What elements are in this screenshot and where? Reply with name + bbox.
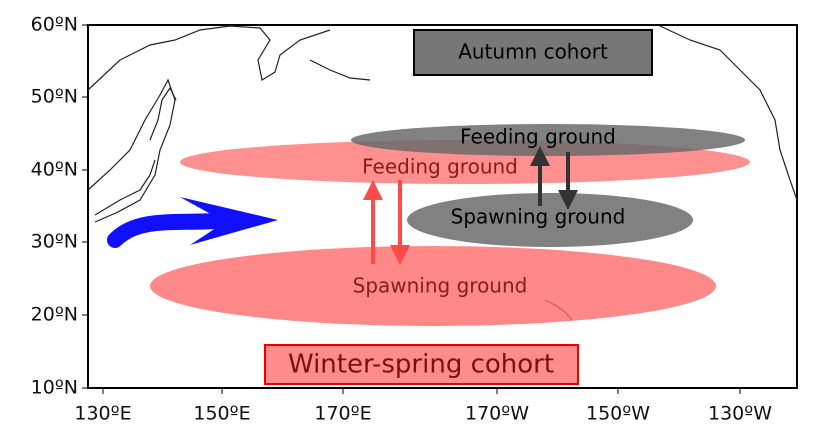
autumn-spawning-area xyxy=(407,193,693,247)
area-label: Feeding ground xyxy=(460,125,616,149)
legend-box xyxy=(264,344,579,385)
area-label: Spawning ground xyxy=(353,274,528,298)
legend-label: Winter-spring cohort xyxy=(288,350,554,380)
current-arrow xyxy=(107,212,238,248)
area-label: Feeding ground xyxy=(362,155,518,179)
autumn-feeding-area xyxy=(351,124,745,156)
axis-ticks: 60ºN 50ºN 40ºN 30ºN 20ºN 10ºN 130ºE 150ºE 170ºE 1… xyxy=(31,14,773,425)
x-tick-label: 130ºW xyxy=(708,403,772,425)
x-tick-label: 130ºE xyxy=(74,403,131,425)
current-arrow-head xyxy=(180,197,278,245)
x-tick-label: 170ºE xyxy=(314,403,371,425)
y-tick-label: 10ºN xyxy=(31,377,78,399)
y-tick-label: 20ºN xyxy=(31,304,78,326)
legend-label: Autumn cohort xyxy=(458,40,608,64)
x-tick-label: 150ºW xyxy=(586,403,650,425)
y-tick-label: 30ºN xyxy=(31,231,78,253)
legend-box xyxy=(413,29,653,76)
y-tick-label: 40ºN xyxy=(31,159,78,181)
x-tick-label: 170ºW xyxy=(465,403,529,425)
y-tick-label: 60ºN xyxy=(31,14,78,36)
winter-spawning-area xyxy=(150,246,716,326)
x-tick-label: 150ºE xyxy=(193,403,250,425)
y-tick-label: 50ºN xyxy=(31,86,78,108)
area-label: Spawning ground xyxy=(451,205,626,229)
